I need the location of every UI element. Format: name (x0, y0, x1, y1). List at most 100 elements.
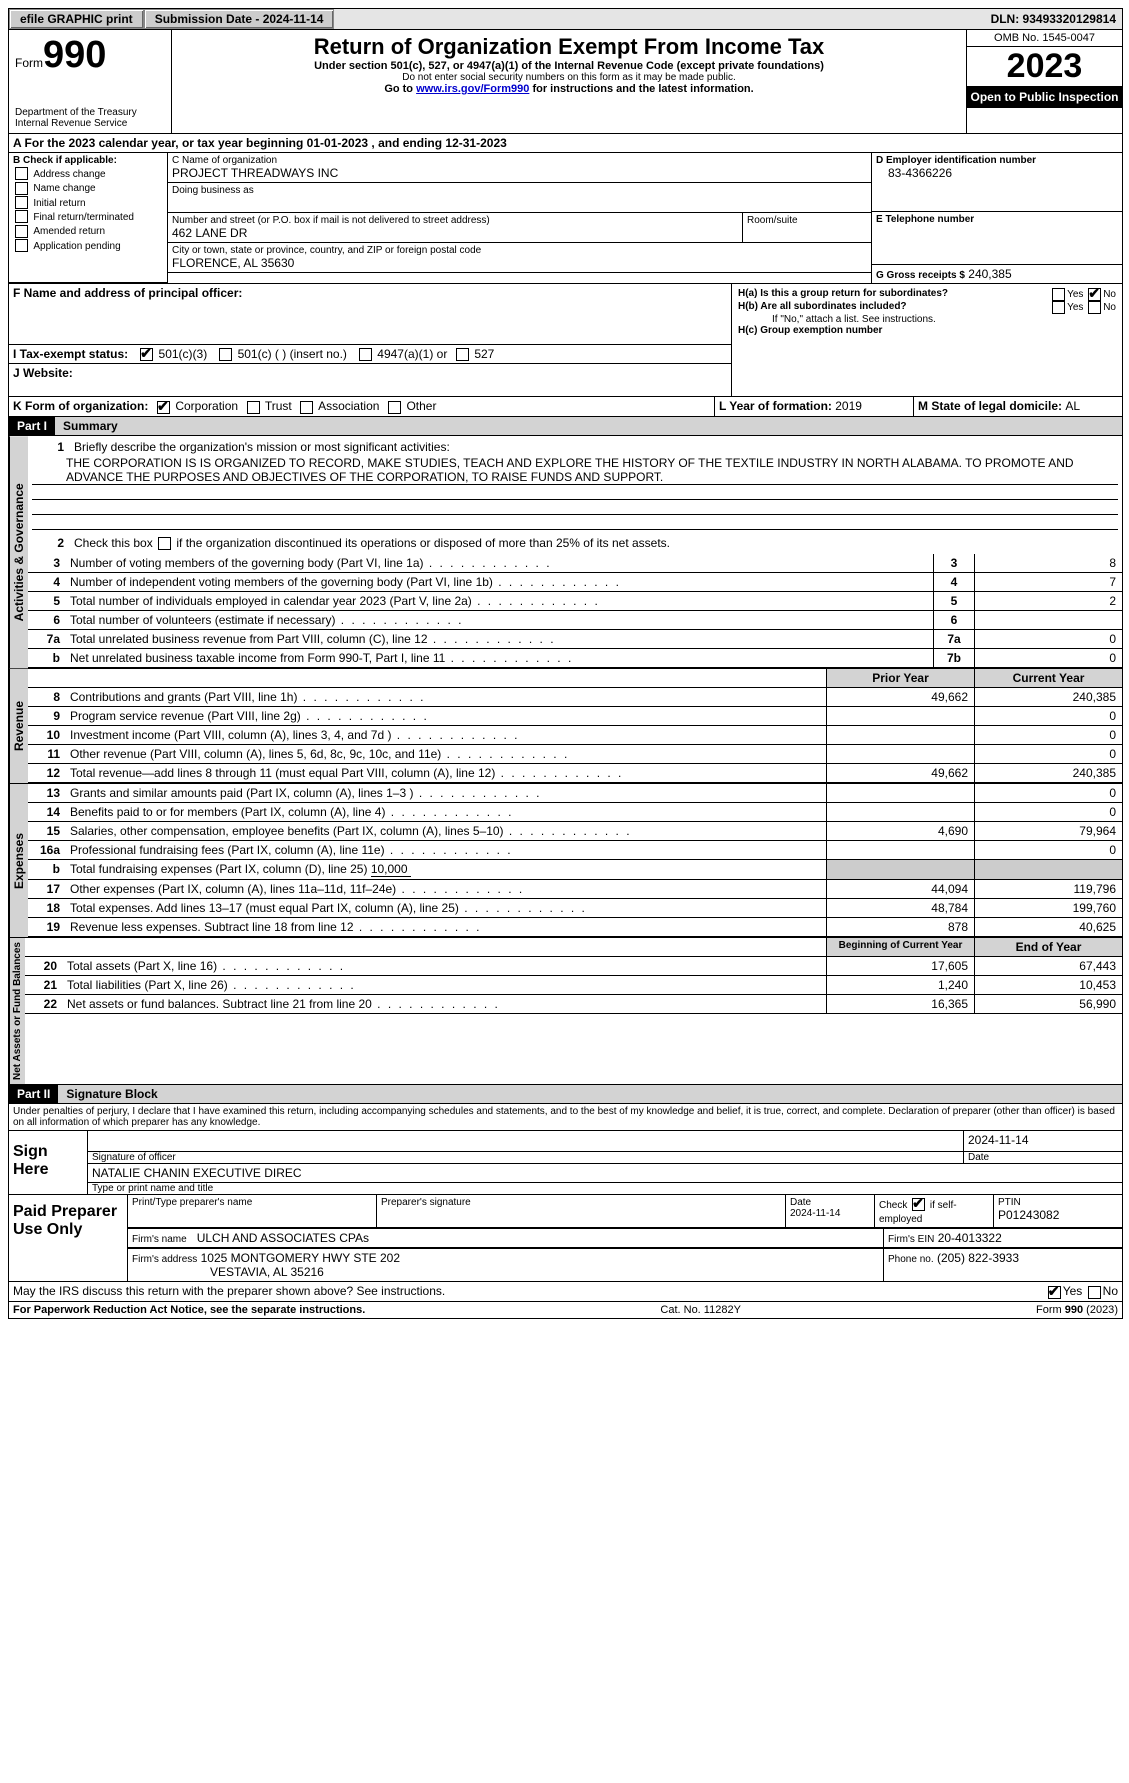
officer-name: NATALIE CHANIN EXECUTIVE DIREC (88, 1164, 1122, 1183)
sign-date: 2024-11-14 (963, 1131, 1122, 1151)
subtitle-1: Under section 501(c), 527, or 4947(a)(1)… (180, 60, 958, 72)
part1-header: Part I Summary (9, 417, 1122, 436)
box-b-label: B Check if applicable: (13, 155, 163, 166)
check-self-employed[interactable]: ✔ (912, 1198, 925, 1211)
line-19: 19Revenue less expenses. Subtract line 1… (28, 918, 1122, 937)
dln-label: DLN: 93493320129814 (985, 9, 1122, 29)
ein-value: 83-4366226 (876, 166, 1118, 180)
irs-label: Internal Revenue Service (15, 118, 165, 129)
firm-addr2: VESTAVIA, AL 35216 (132, 1265, 324, 1279)
form-title: Return of Organization Exempt From Incom… (180, 34, 958, 60)
line-7b: bNet unrelated business taxable income f… (28, 649, 1122, 668)
box-m: M State of legal domicile: AL (914, 397, 1122, 415)
hb-yes[interactable] (1052, 301, 1065, 314)
check-trust[interactable] (247, 401, 260, 414)
prep-sig-label: Preparer's signature (381, 1197, 781, 1208)
irs-link[interactable]: www.irs.gov/Form990 (416, 83, 529, 95)
open-to-public: Open to Public Inspection (967, 86, 1122, 108)
form-header: Form990 Department of the Treasury Inter… (9, 30, 1122, 134)
street-value: 462 LANE DR (172, 226, 738, 240)
check-app-pending[interactable] (15, 239, 28, 252)
line-8: 8Contributions and grants (Part VIII, li… (28, 688, 1122, 707)
h-b-label: H(b) Are all subordinates included? (738, 301, 907, 312)
tab-revenue: Revenue (9, 669, 28, 783)
subtitle-2: Do not enter social security numbers on … (180, 72, 958, 83)
line-13: 13Grants and similar amounts paid (Part … (28, 784, 1122, 803)
period-line: A For the 2023 calendar year, or tax yea… (9, 134, 1122, 153)
h-c-label: H(c) Group exemption number (738, 325, 882, 336)
check-501c3[interactable]: ✔ (140, 348, 153, 361)
firm-ein: 20-4013322 (938, 1231, 1002, 1245)
tax-year: 2023 (967, 47, 1122, 86)
city-label: City or town, state or province, country… (172, 245, 867, 256)
line-4: 4Number of independent voting members of… (28, 573, 1122, 592)
check-name-change[interactable] (15, 182, 28, 195)
check-address-change[interactable] (15, 167, 28, 180)
ha-yes[interactable] (1052, 288, 1065, 301)
na-header: Beginning of Current Year End of Year (25, 938, 1122, 957)
omb-number: OMB No. 1545-0047 (967, 30, 1122, 47)
phone-label: E Telephone number (876, 214, 1118, 225)
check-line2[interactable] (158, 537, 171, 550)
check-527[interactable] (456, 348, 469, 361)
officer-name-label: Type or print name and title (88, 1183, 1122, 1194)
prep-name-label: Print/Type preparer's name (132, 1197, 372, 1208)
box-f: F Name and address of principal officer: (9, 284, 731, 345)
firm-phone: (205) 822-3933 (937, 1251, 1019, 1265)
perjury-statement: Under penalties of perjury, I declare th… (9, 1104, 1122, 1131)
line-18: 18Total expenses. Add lines 13–17 (must … (28, 899, 1122, 918)
line1-value: THE CORPORATION IS IS ORGANIZED TO RECOR… (32, 456, 1118, 485)
check-assoc[interactable] (300, 401, 313, 414)
form-container: efile GRAPHIC print Submission Date - 20… (8, 8, 1123, 1319)
hb-no[interactable] (1088, 301, 1101, 314)
line-9: 9Program service revenue (Part VIII, lin… (28, 707, 1122, 726)
paid-preparer-label: Paid Preparer Use Only (9, 1195, 128, 1281)
line-3: 3Number of voting members of the governi… (28, 554, 1122, 573)
ptin-value: P01243082 (998, 1208, 1118, 1222)
line-10: 10Investment income (Part VIII, column (… (28, 726, 1122, 745)
sig-officer-label: Signature of officer (88, 1152, 963, 1163)
submission-date-button[interactable]: Submission Date - 2024-11-14 (144, 9, 335, 29)
box-i: I Tax-exempt status: ✔ 501(c)(3) 501(c) … (9, 345, 731, 364)
tab-expenses: Expenses (9, 784, 28, 937)
discuss-no[interactable] (1088, 1286, 1101, 1299)
dept-treasury: Department of the Treasury (15, 107, 165, 118)
check-amended[interactable] (15, 225, 28, 238)
check-501c[interactable] (219, 348, 232, 361)
org-name: PROJECT THREADWAYS INC (172, 166, 867, 180)
check-4947[interactable] (359, 348, 372, 361)
box-j: J Website: (9, 364, 731, 396)
h-a-label: H(a) Is this a group return for subordin… (738, 288, 948, 299)
form-word: Form (15, 56, 43, 70)
line-15: 15Salaries, other compensation, employee… (28, 822, 1122, 841)
gross-receipts-label: G Gross receipts $ (876, 270, 965, 281)
line-17: 17Other expenses (Part IX, column (A), l… (28, 880, 1122, 899)
efile-print-button[interactable]: efile GRAPHIC print (9, 9, 144, 29)
line-7a: 7aTotal unrelated business revenue from … (28, 630, 1122, 649)
sign-here-label: Sign Here (9, 1131, 88, 1194)
check-final-return[interactable] (15, 210, 28, 223)
line-14: 14Benefits paid to or for members (Part … (28, 803, 1122, 822)
prep-date: 2024-11-14 (790, 1208, 870, 1219)
discuss-yes[interactable]: ✔ (1048, 1286, 1061, 1299)
line1-label: Briefly describe the organization's miss… (70, 438, 1118, 456)
dba-label: Doing business as (172, 185, 867, 196)
line-11: 11Other revenue (Part VIII, column (A), … (28, 745, 1122, 764)
box-k: K Form of organization: ✔ Corporation Tr… (9, 397, 715, 415)
ein-label: D Employer identification number (876, 155, 1118, 166)
firm-addr1: 1025 MONTGOMERY HWY STE 202 (201, 1251, 400, 1265)
line-20: 20Total assets (Part X, line 16)17,60567… (25, 957, 1122, 976)
check-initial-return[interactable] (15, 196, 28, 209)
check-corp[interactable]: ✔ (157, 401, 170, 414)
line-6: 6Total number of volunteers (estimate if… (28, 611, 1122, 630)
line2: Check this box if the organization disco… (70, 534, 1118, 552)
ha-no[interactable]: ✔ (1088, 288, 1101, 301)
line-5: 5Total number of individuals employed in… (28, 592, 1122, 611)
part2-header: Part II Signature Block (9, 1084, 1122, 1104)
street-label: Number and street (or P.O. box if mail i… (172, 215, 738, 226)
footer: For Paperwork Reduction Act Notice, see … (9, 1302, 1122, 1318)
top-toolbar: efile GRAPHIC print Submission Date - 20… (9, 9, 1122, 30)
room-label: Room/suite (747, 215, 867, 226)
discuss-row: May the IRS discuss this return with the… (9, 1282, 1122, 1301)
check-other[interactable] (388, 401, 401, 414)
